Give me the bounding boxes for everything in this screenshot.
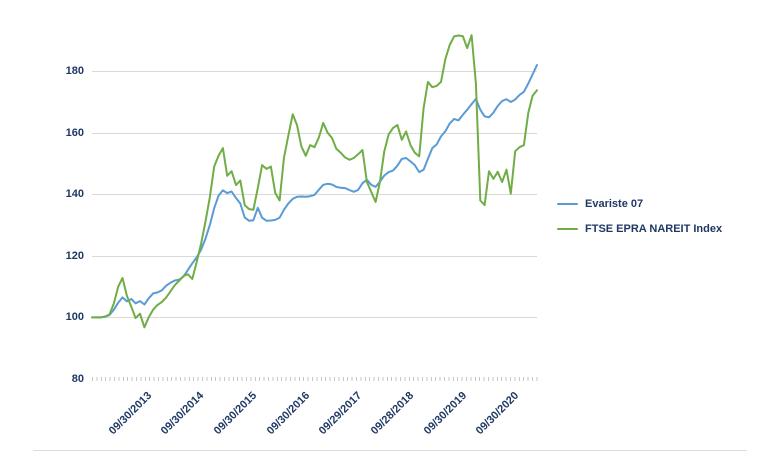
gridline-120: [92, 255, 537, 257]
y-axis-label: 180: [65, 65, 84, 78]
y-axis-label: 100: [65, 311, 84, 324]
chart-legend: Evariste 07 FTSE EPRA NAREIT Index: [557, 197, 722, 247]
series-swatch-green: [557, 227, 578, 231]
gridline-180: [92, 71, 537, 73]
series-lines: [91, 34, 538, 329]
legend-label: FTSE EPRA NAREIT Index: [585, 223, 723, 235]
x-axis-tick-strip: [92, 377, 539, 381]
series-line-0: [91, 64, 538, 319]
gridline-160: [92, 132, 537, 134]
y-axis-label: 160: [65, 126, 84, 139]
legend-item-ftse: FTSE EPRA NAREIT Index: [557, 222, 722, 236]
y-axis-label: 120: [65, 249, 84, 262]
bottom-divider: [33, 450, 747, 451]
series-line-1: [91, 34, 538, 329]
y-axis-label: 140: [65, 188, 84, 201]
gridline-100: [92, 317, 537, 319]
legend-item-evariste: Evariste 07: [557, 197, 722, 211]
legend-label: Evariste 07: [585, 198, 644, 210]
series-swatch-blue: [557, 202, 578, 206]
y-axis-label: 80: [71, 373, 84, 385]
